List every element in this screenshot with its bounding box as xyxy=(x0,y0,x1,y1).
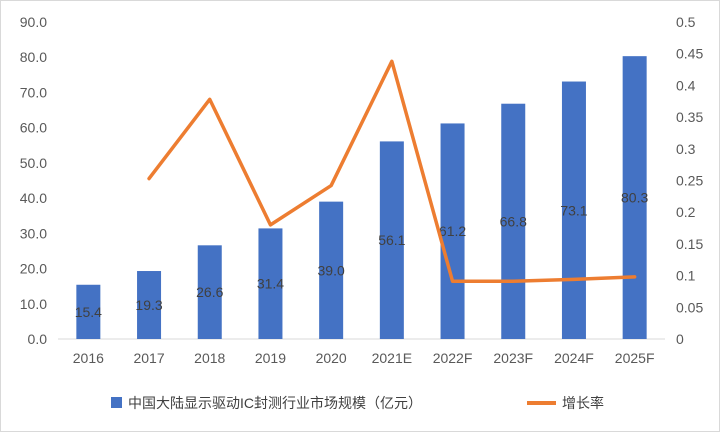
legend-swatch-bar xyxy=(111,397,122,408)
right-tick-label: 0 xyxy=(676,331,684,347)
bar xyxy=(258,228,283,339)
bar xyxy=(440,123,465,339)
bar-data-label: 73.1 xyxy=(560,202,587,218)
x-tick-label: 2022F xyxy=(433,350,473,366)
right-tick-label: 0.45 xyxy=(676,46,703,62)
legend: 中国大陆显示驱动IC封测行业市场规模（亿元） 增长率 xyxy=(111,395,604,411)
right-tick-label: 0.35 xyxy=(676,109,703,125)
x-tick-label: 2018 xyxy=(194,350,225,366)
left-tick-label: 70.0 xyxy=(20,84,47,100)
bar xyxy=(319,201,344,339)
left-tick-label: 50.0 xyxy=(20,155,47,171)
x-tick-label: 2016 xyxy=(73,350,104,366)
growth-rate-line xyxy=(147,59,637,284)
bar xyxy=(622,56,647,339)
right-tick-label: 0.5 xyxy=(676,14,696,30)
x-tick-label: 2024F xyxy=(554,350,594,366)
left-tick-label: 40.0 xyxy=(20,190,47,206)
bar-data-label: 61.2 xyxy=(439,223,466,239)
x-tick-label: 2019 xyxy=(255,350,286,366)
x-tick-label: 2020 xyxy=(316,350,347,366)
line-series xyxy=(147,59,637,284)
right-tick-label: 0.15 xyxy=(676,236,703,252)
bar-data-label: 66.8 xyxy=(500,213,527,229)
x-tick-label: 2017 xyxy=(133,350,164,366)
right-tick-label: 0.1 xyxy=(676,268,696,284)
left-tick-label: 80.0 xyxy=(20,49,47,65)
bar-data-label: 80.3 xyxy=(621,190,648,206)
right-tick-label: 0.05 xyxy=(676,299,703,315)
left-y-axis: 0.0 10.0 20.0 30.0 40.0 50.0 60.0 70.0 80.0 90.0 xyxy=(20,14,47,347)
bar xyxy=(501,103,526,340)
bar xyxy=(379,141,404,339)
x-tick-label: 2021E xyxy=(372,350,412,366)
bar-data-label: 26.6 xyxy=(196,284,223,300)
right-tick-label: 0.25 xyxy=(676,173,703,189)
left-tick-label: 0.0 xyxy=(28,331,48,347)
x-tick-label: 2025F xyxy=(615,350,655,366)
bar-data-label: 19.3 xyxy=(135,297,162,313)
bar-data-label: 56.1 xyxy=(378,232,405,248)
right-tick-label: 0.2 xyxy=(676,204,696,220)
left-tick-label: 90.0 xyxy=(20,14,47,30)
x-axis: 2016 2017 2018 2019 2020 2021E 2022F 2023F 2024F… xyxy=(58,338,665,366)
left-tick-label: 20.0 xyxy=(20,261,47,277)
bar-data-label: 31.4 xyxy=(257,276,284,292)
legend-label-line: 增长率 xyxy=(562,395,604,411)
left-tick-label: 60.0 xyxy=(20,120,47,136)
right-tick-label: 0.4 xyxy=(676,77,696,93)
bar xyxy=(561,81,586,339)
legend-label-bar: 中国大陆显示驱动IC封测行业市场规模（亿元） xyxy=(128,395,422,411)
bar-data-labels: 15.4 19.3 26.6 31.4 39.0 56.1 61.2 66.8 73.1 80.3 xyxy=(75,190,649,320)
bar xyxy=(137,271,162,339)
bar-series xyxy=(76,56,647,340)
left-tick-label: 10.0 xyxy=(20,296,47,312)
left-tick-label: 30.0 xyxy=(20,225,47,241)
bar-data-label: 15.4 xyxy=(75,304,102,320)
bar xyxy=(197,245,222,339)
bar xyxy=(76,284,101,339)
right-y-axis: 0 0.05 0.1 0.15 0.2 0.25 0.3 0.35 0.4 0.45 0.5 xyxy=(676,14,703,347)
right-tick-label: 0.3 xyxy=(676,141,696,157)
x-tick-label: 2023F xyxy=(493,350,533,366)
bar-data-label: 39.0 xyxy=(318,262,345,278)
